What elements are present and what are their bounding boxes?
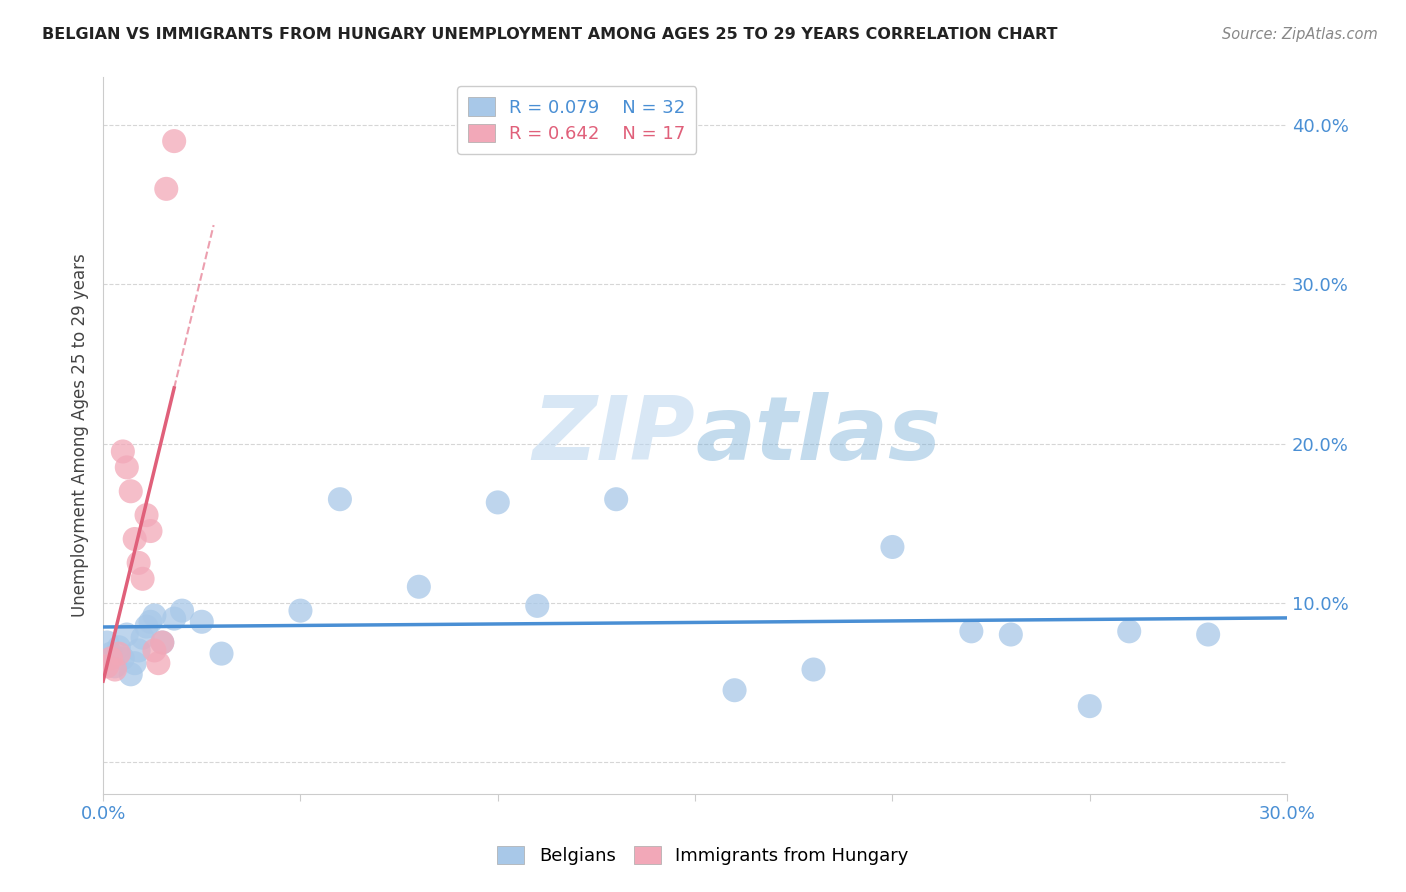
- Point: [131, 572, 153, 586]
- Point: [723, 683, 745, 698]
- Point: [139, 615, 162, 629]
- Point: [191, 615, 214, 629]
- Point: [803, 663, 825, 677]
- Text: atlas: atlas: [695, 392, 941, 479]
- Point: [408, 580, 430, 594]
- Point: [111, 444, 134, 458]
- Point: [170, 604, 193, 618]
- Point: [139, 524, 162, 538]
- Point: [135, 508, 157, 523]
- Point: [128, 643, 150, 657]
- Point: [100, 651, 122, 665]
- Point: [120, 667, 142, 681]
- Point: [526, 599, 548, 613]
- Text: ZIP: ZIP: [533, 392, 695, 479]
- Point: [960, 624, 983, 639]
- Point: [96, 659, 118, 673]
- Point: [104, 659, 127, 673]
- Point: [150, 635, 173, 649]
- Text: Source: ZipAtlas.com: Source: ZipAtlas.com: [1222, 27, 1378, 42]
- Point: [211, 647, 233, 661]
- Point: [882, 540, 904, 554]
- Point: [150, 635, 173, 649]
- Point: [1118, 624, 1140, 639]
- Point: [148, 656, 170, 670]
- Y-axis label: Unemployment Among Ages 25 to 29 years: Unemployment Among Ages 25 to 29 years: [72, 253, 89, 617]
- Point: [108, 647, 131, 661]
- Legend: R = 0.079    N = 32, R = 0.642    N = 17: R = 0.079 N = 32, R = 0.642 N = 17: [457, 87, 696, 154]
- Point: [1000, 627, 1022, 641]
- Point: [115, 627, 138, 641]
- Point: [124, 656, 146, 670]
- Legend: Belgians, Immigrants from Hungary: Belgians, Immigrants from Hungary: [488, 837, 918, 874]
- Point: [131, 631, 153, 645]
- Point: [111, 651, 134, 665]
- Point: [1197, 627, 1219, 641]
- Point: [115, 460, 138, 475]
- Point: [163, 134, 186, 148]
- Text: BELGIAN VS IMMIGRANTS FROM HUNGARY UNEMPLOYMENT AMONG AGES 25 TO 29 YEARS CORREL: BELGIAN VS IMMIGRANTS FROM HUNGARY UNEMP…: [42, 27, 1057, 42]
- Point: [163, 611, 186, 625]
- Point: [143, 643, 166, 657]
- Point: [290, 604, 312, 618]
- Point: [104, 663, 127, 677]
- Point: [124, 532, 146, 546]
- Point: [108, 640, 131, 655]
- Point: [329, 492, 352, 507]
- Point: [135, 619, 157, 633]
- Point: [120, 484, 142, 499]
- Point: [1078, 699, 1101, 714]
- Point: [486, 495, 509, 509]
- Point: [155, 182, 177, 196]
- Point: [128, 556, 150, 570]
- Point: [605, 492, 627, 507]
- Point: [96, 635, 118, 649]
- Point: [143, 608, 166, 623]
- Point: [100, 647, 122, 661]
